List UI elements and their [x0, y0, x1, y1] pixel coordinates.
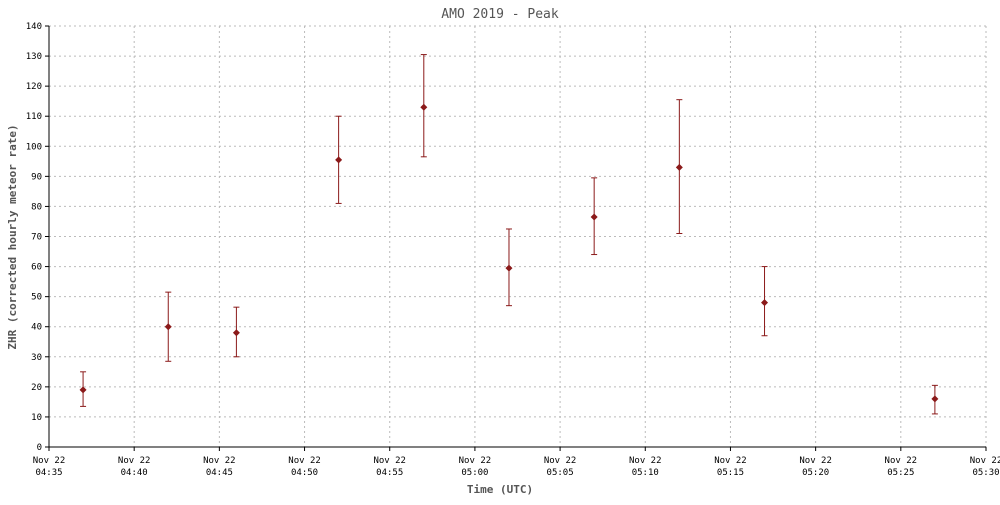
x-tick-label-date: Nov 22	[33, 456, 66, 466]
x-tick-label-date: Nov 22	[203, 456, 236, 466]
data-point-marker	[335, 156, 343, 164]
x-tick-label-time: 05:15	[717, 468, 744, 478]
data-point-marker	[420, 103, 428, 111]
y-tick-label: 30	[31, 353, 42, 363]
x-tick-labels: Nov 22 04:35 Nov 22 04:40 Nov 22 04:45 Nov 22 0…	[33, 456, 1000, 478]
data-point-marker	[590, 213, 598, 221]
x-tick-label-time: 05:05	[547, 468, 574, 478]
x-tick-label-time: 04:40	[121, 468, 148, 478]
x-tick-label-date: Nov 22	[118, 456, 151, 466]
x-tick-label-time: 05:10	[632, 468, 659, 478]
x-tick-label-date: Nov 22	[714, 456, 747, 466]
y-tick-label: 120	[26, 82, 42, 92]
x-tick-label-time: 05:00	[461, 468, 488, 478]
data-point-marker	[931, 395, 939, 403]
x-tick-label-time: 04:35	[35, 468, 62, 478]
x-tick-label-date: Nov 22	[373, 456, 406, 466]
y-tick-label: 110	[26, 112, 42, 122]
y-tick-label: 60	[31, 263, 42, 273]
y-tick-label: 10	[31, 413, 42, 423]
y-tick-label: 140	[26, 22, 42, 32]
y-tick-label: 80	[31, 202, 42, 212]
x-tick-label-date: Nov 22	[970, 456, 1000, 466]
y-tick-label: 0	[37, 443, 42, 453]
y-tick-label: 40	[31, 323, 42, 333]
grid-lines	[49, 25, 987, 447]
y-tick-label: 20	[31, 383, 42, 393]
data-point-marker	[79, 386, 87, 394]
data-points	[79, 54, 939, 415]
data-point-marker	[761, 299, 769, 307]
x-tick-label-time: 04:45	[206, 468, 233, 478]
data-point-marker	[164, 323, 172, 331]
x-tick-label-date: Nov 22	[629, 456, 662, 466]
x-tick-label-time: 04:55	[376, 468, 403, 478]
y-tick-label: 100	[26, 142, 42, 152]
x-tick-label-time: 05:30	[972, 468, 999, 478]
x-tick-label-date: Nov 22	[799, 456, 832, 466]
x-tick-label-date: Nov 22	[544, 456, 577, 466]
data-point-marker	[675, 163, 683, 171]
y-tick-labels: 0 10 20 30 40 50 60 70 80 90 100 110 120 130 140	[26, 22, 42, 453]
y-tick-label: 70	[31, 233, 42, 243]
x-tick-label-time: 04:50	[291, 468, 318, 478]
y-axis-label: ZHR (corrected hourly meteor rate)	[6, 124, 19, 349]
data-point-marker	[232, 329, 240, 337]
data-point-marker	[505, 264, 513, 272]
axes	[45, 25, 987, 451]
chart-title: AMO 2019 - Peak	[441, 7, 559, 22]
y-tick-label: 90	[31, 172, 42, 182]
x-tick-label-date: Nov 22	[459, 456, 492, 466]
y-tick-label: 50	[31, 293, 42, 303]
y-tick-label: 130	[26, 52, 42, 62]
x-tick-label-time: 05:25	[887, 468, 914, 478]
x-tick-label-time: 05:20	[802, 468, 829, 478]
x-axis-label: Time (UTC)	[467, 483, 533, 496]
x-tick-label-date: Nov 22	[885, 456, 918, 466]
x-tick-label-date: Nov 22	[288, 456, 321, 466]
